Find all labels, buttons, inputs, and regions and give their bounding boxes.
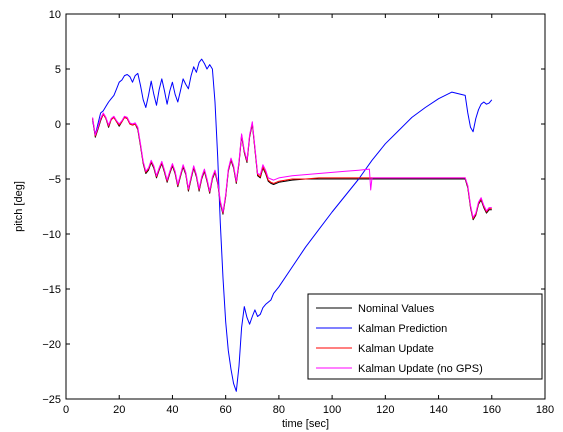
- legend: Nominal Values Kalman Prediction Kalman Up…: [307, 293, 543, 380]
- y-tick-label: 0: [55, 119, 61, 131]
- x-tick-label: 0: [63, 404, 69, 416]
- legend-label-kalman-update-no-gps: Kalman Update (no GPS): [358, 363, 483, 375]
- x-tick-label: 20: [113, 404, 125, 416]
- y-tick-label: −15: [42, 284, 61, 296]
- series-line-kalman-update-no-gps: [92, 112, 492, 218]
- x-tick-label: 40: [166, 404, 178, 416]
- y-tick-label: −5: [48, 174, 61, 186]
- x-tick-label: 180: [536, 404, 554, 416]
- legend-label-kalman-prediction: Kalman Prediction: [358, 323, 447, 335]
- y-tick-label: 10: [49, 9, 61, 21]
- y-tick-label: −10: [42, 229, 61, 241]
- x-tick-label: 120: [376, 404, 394, 416]
- x-tick-label: 160: [483, 404, 501, 416]
- x-tick-label: 100: [323, 404, 341, 416]
- legend-label-nominal-values: Nominal Values: [358, 303, 435, 315]
- x-tick-label: 60: [220, 404, 232, 416]
- series-line-kalman-prediction: [92, 58, 493, 392]
- x-tick-label: 140: [429, 404, 447, 416]
- ticks-layer: 0 20 40 60 80 100 120 140 160 180 10 5 0 −5 −10 −15 −20 −…: [42, 9, 554, 416]
- y-tick-label: 5: [55, 64, 61, 76]
- x-axis-label: time [sec]: [282, 418, 329, 430]
- y-tick-label: −20: [42, 339, 61, 351]
- legend-items: Nominal Values Kalman Prediction Kalman Up…: [316, 303, 483, 375]
- x-tick-label: 80: [273, 404, 285, 416]
- y-axis-label: pitch [deg]: [13, 181, 25, 232]
- axes-box: [65, 13, 546, 400]
- legend-label-kalman-update: Kalman Update: [358, 343, 434, 355]
- legend-box: [307, 293, 543, 380]
- y-tick-label: −25: [42, 394, 61, 406]
- series-layer: [92, 58, 493, 392]
